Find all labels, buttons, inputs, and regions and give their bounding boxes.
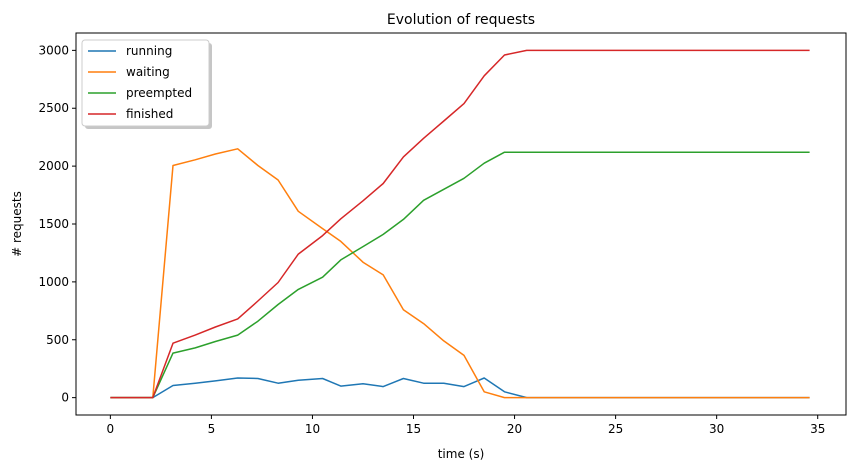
y-axis-ticks: 0 500 1000 1500 2000 2500 3000 (38, 43, 76, 405)
legend-label-waiting: waiting (126, 65, 170, 79)
legend-label-finished: finished (126, 107, 173, 121)
series-line-running (110, 377, 810, 399)
y-tick-label: 500 (46, 333, 69, 347)
y-tick-label: 1000 (38, 275, 69, 289)
y-tick-label: 1500 (38, 217, 69, 231)
x-axis-ticks: 0 5 10 15 20 25 30 35 (107, 415, 825, 436)
y-axis-label: # requests (10, 191, 24, 257)
y-tick-label: 0 (61, 391, 69, 405)
legend-label-running: running (126, 44, 172, 58)
x-tick-label: 10 (305, 422, 320, 436)
legend: running waiting preempted finished (81, 39, 212, 129)
series-line-finished (110, 49, 810, 399)
y-tick-label: 3000 (38, 43, 69, 57)
series-line-preempted (110, 151, 810, 399)
x-tick-label: 0 (107, 422, 115, 436)
chart-title: Evolution of requests (387, 12, 535, 28)
y-tick-label: 2000 (38, 159, 69, 173)
plot-frame (75, 32, 847, 416)
x-tick-label: 20 (507, 422, 522, 436)
series-line-waiting (110, 148, 810, 399)
x-axis-label: time (s) (438, 447, 485, 461)
legend-box (81, 39, 210, 127)
legend-items: running waiting preempted finished (88, 44, 192, 121)
plot-lines (110, 49, 810, 399)
x-tick-label: 25 (608, 422, 623, 436)
legend-label-preempted: preempted (126, 86, 192, 100)
x-tick-label: 35 (810, 422, 825, 436)
x-tick-label: 15 (406, 422, 421, 436)
x-tick-label: 5 (208, 422, 216, 436)
x-tick-label: 30 (709, 422, 724, 436)
y-tick-label: 2500 (38, 101, 69, 115)
